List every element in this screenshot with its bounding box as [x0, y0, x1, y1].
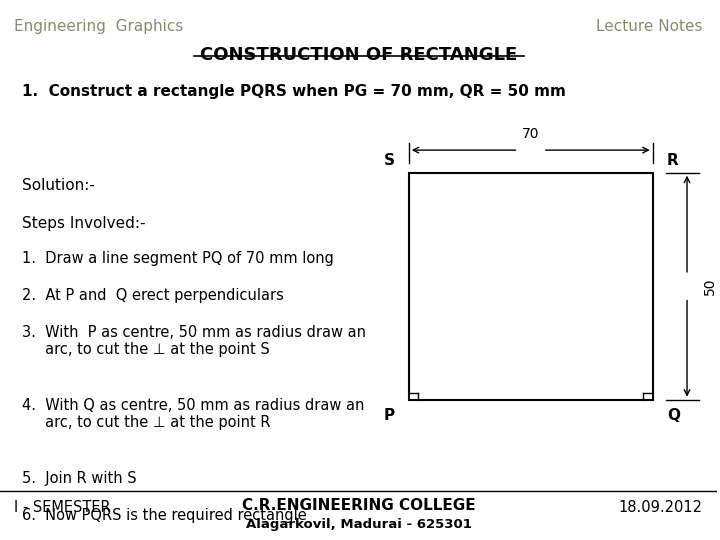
Text: 2.  At P and  Q erect perpendiculars: 2. At P and Q erect perpendiculars: [22, 288, 284, 303]
Text: 18.09.2012: 18.09.2012: [618, 500, 703, 515]
Text: R: R: [667, 153, 679, 168]
Text: 4.  With Q as centre, 50 mm as radius draw an
     arc, to cut the ⊥ at the poin: 4. With Q as centre, 50 mm as radius dra…: [22, 398, 364, 430]
Text: I - SEMESTER: I - SEMESTER: [14, 500, 111, 515]
Text: Solution:-: Solution:-: [22, 178, 94, 193]
Text: Engineering  Graphics: Engineering Graphics: [14, 19, 184, 34]
Text: 50: 50: [703, 278, 717, 295]
Text: 70: 70: [522, 127, 539, 141]
Text: P: P: [383, 408, 395, 423]
Text: S: S: [384, 153, 395, 168]
Text: 6.  Now PQRS is the required rectangle: 6. Now PQRS is the required rectangle: [22, 508, 306, 523]
Text: CONSTRUCTION OF RECTANGLE: CONSTRUCTION OF RECTANGLE: [200, 46, 517, 64]
Text: Alagarkovil, Madurai - 625301: Alagarkovil, Madurai - 625301: [246, 518, 472, 531]
Text: 3.  With  P as centre, 50 mm as radius draw an
     arc, to cut the ⊥ at the poi: 3. With P as centre, 50 mm as radius dra…: [22, 325, 366, 357]
Text: 5.  Join R with S: 5. Join R with S: [22, 471, 136, 487]
Bar: [409, 173, 652, 400]
Text: Lecture Notes: Lecture Notes: [596, 19, 703, 34]
Text: 1.  Draw a line segment PQ of 70 mm long: 1. Draw a line segment PQ of 70 mm long: [22, 251, 333, 266]
Text: 1.  Construct a rectangle PQRS when PG = 70 mm, QR = 50 mm: 1. Construct a rectangle PQRS when PG = …: [22, 84, 565, 99]
Text: C.R.ENGINEERING COLLEGE: C.R.ENGINEERING COLLEGE: [242, 498, 475, 513]
Text: Steps Involved:-: Steps Involved:-: [22, 216, 145, 231]
Text: Q: Q: [667, 408, 680, 423]
